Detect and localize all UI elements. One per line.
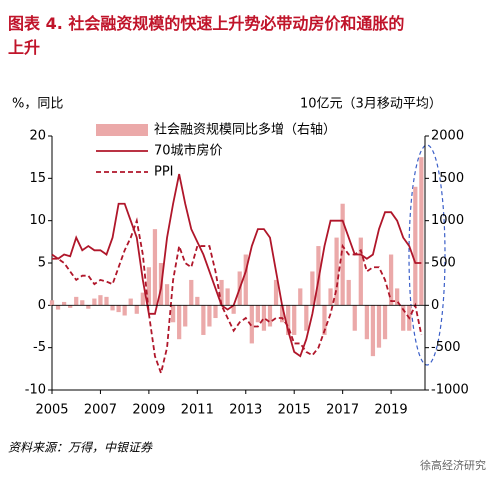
watermark: 徐高经济研究 bbox=[420, 458, 486, 472]
bar bbox=[273, 279, 279, 306]
bar bbox=[86, 305, 91, 309]
bar bbox=[213, 305, 218, 319]
x-tick-label: 2011 bbox=[181, 403, 214, 418]
bar bbox=[334, 237, 339, 306]
bar bbox=[346, 279, 351, 306]
legend-label: PPI bbox=[154, 165, 174, 180]
bar bbox=[279, 305, 285, 323]
bar bbox=[376, 305, 382, 348]
bar bbox=[80, 300, 85, 306]
y2-tick-label: 1500 bbox=[431, 171, 464, 186]
y-tick-label: 10 bbox=[29, 213, 46, 228]
bar bbox=[243, 254, 248, 306]
x-tick-label: 2005 bbox=[35, 403, 68, 418]
bar bbox=[128, 298, 133, 306]
bar bbox=[122, 305, 127, 316]
bar bbox=[382, 305, 388, 340]
bar bbox=[255, 305, 260, 323]
bar bbox=[164, 284, 170, 306]
bar bbox=[388, 254, 394, 306]
source: 资料来源：万得，中银证券 bbox=[8, 441, 153, 455]
bar bbox=[352, 305, 357, 331]
bar bbox=[261, 305, 267, 331]
y-tick-label: 5 bbox=[38, 256, 46, 271]
bar bbox=[267, 305, 273, 327]
x-tick-label: 2009 bbox=[132, 403, 165, 418]
bar bbox=[207, 305, 212, 327]
y-tick-label: -10 bbox=[25, 383, 46, 398]
bar bbox=[364, 305, 369, 340]
bar bbox=[340, 203, 345, 306]
bar bbox=[98, 295, 103, 306]
y-tick-label: 15 bbox=[29, 171, 46, 186]
x-tick-label: 2013 bbox=[229, 403, 262, 418]
bar bbox=[68, 305, 73, 308]
bar bbox=[110, 305, 115, 311]
x-tick-label: 2007 bbox=[84, 403, 117, 418]
bar bbox=[419, 157, 424, 306]
bar bbox=[183, 305, 188, 327]
bar bbox=[304, 305, 309, 331]
bar bbox=[140, 292, 145, 306]
bar bbox=[146, 267, 152, 306]
y2-tick-label: 2000 bbox=[431, 129, 464, 144]
y-tick-label: 0 bbox=[38, 298, 46, 313]
y-tick-label: 20 bbox=[29, 129, 46, 144]
bar bbox=[292, 305, 297, 335]
bar bbox=[286, 305, 291, 335]
bar bbox=[61, 301, 67, 306]
y2-tick-label: -500 bbox=[431, 340, 461, 355]
bar bbox=[219, 279, 224, 306]
bar bbox=[225, 288, 230, 306]
bar bbox=[328, 288, 333, 306]
bar bbox=[177, 305, 182, 340]
bar bbox=[55, 305, 61, 310]
line bbox=[51, 173, 422, 358]
chart-title-line: 图表 4. 社会融资规模的快速上升势必带动房价和通胀的上升 bbox=[8, 14, 404, 57]
y2-tick-label: 0 bbox=[431, 298, 439, 313]
x-tick-label: 2019 bbox=[375, 403, 408, 418]
legend-label: 70城市房价 bbox=[154, 143, 223, 159]
y-axis-label: %，同比 bbox=[12, 97, 63, 112]
bar bbox=[49, 300, 55, 306]
bar bbox=[152, 229, 158, 306]
y-tick-label: -5 bbox=[33, 340, 46, 355]
highlight-ellipse bbox=[408, 144, 446, 366]
bar bbox=[322, 305, 327, 335]
bar bbox=[413, 186, 418, 306]
bar bbox=[370, 305, 376, 357]
bar bbox=[401, 305, 406, 331]
x-tick-label: 2015 bbox=[278, 403, 311, 418]
x-tick-label: 2017 bbox=[326, 403, 359, 418]
y2-tick-label: 1000 bbox=[431, 213, 464, 228]
legend-label: 社会融资规模同比多增（右轴） bbox=[154, 122, 336, 138]
legend-swatch bbox=[96, 124, 148, 136]
bar bbox=[310, 271, 315, 306]
bar bbox=[170, 305, 176, 323]
bar bbox=[74, 296, 79, 306]
bar bbox=[201, 305, 206, 335]
bar bbox=[298, 288, 303, 306]
bar bbox=[134, 305, 139, 314]
bar bbox=[395, 288, 400, 306]
bar bbox=[358, 237, 363, 306]
bar bbox=[249, 305, 254, 344]
y2-tick-label: -1000 bbox=[431, 383, 469, 398]
bar bbox=[189, 279, 194, 306]
y2-axis-label: 10亿元（3月移动平均） bbox=[300, 97, 442, 112]
bar bbox=[116, 305, 121, 313]
bar bbox=[92, 298, 97, 306]
bar bbox=[231, 305, 236, 314]
bar bbox=[104, 296, 109, 306]
bar bbox=[195, 296, 200, 306]
line bbox=[52, 217, 423, 377]
y2-tick-label: 500 bbox=[431, 256, 456, 271]
